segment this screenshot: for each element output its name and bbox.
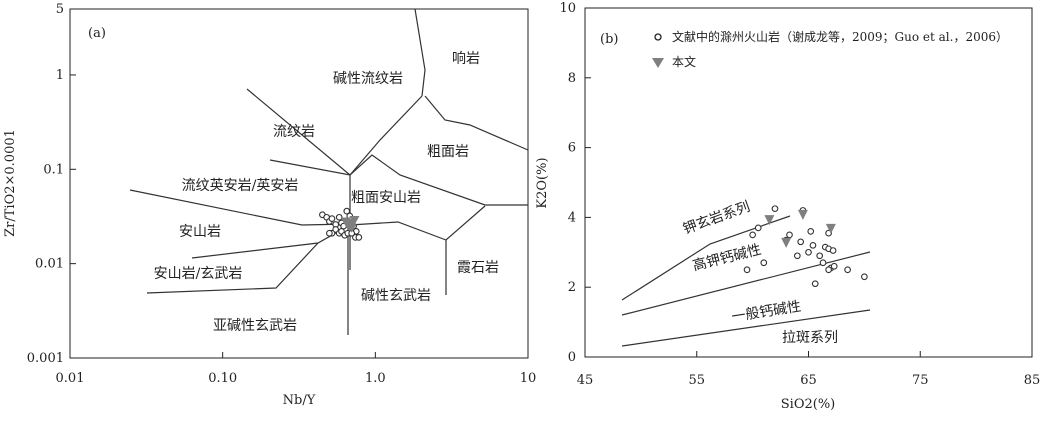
- panel-a-axis-ticks: 0.01 0.10 1.0 10 0.001 0.01 0.1 1 5: [27, 2, 536, 386]
- panel-a-x-tick-label: 10: [520, 371, 537, 386]
- panel-a-field-label: 安山岩/玄武岩: [154, 265, 243, 282]
- panel-b-open-circle-point: [825, 266, 832, 274]
- panel-b-frame: [584, 7, 1033, 358]
- panel-b-y-tick-label: 4: [568, 210, 576, 225]
- panel-b-open-circle-point: [749, 231, 756, 239]
- panel-b-legend: 文献中的滁州火山岩（谢成龙等，2009；Guo et al.，2006） 本文: [652, 29, 1008, 69]
- boundary-line: [191, 205, 486, 259]
- legend-triangle-marker: [652, 58, 664, 68]
- panel-b-open-circle-point: [743, 266, 751, 274]
- panel-a: 0.01 0.10 1.0 10 0.001 0.01 0.1 1 5 碱性流纹岩 响岩流纹岩粗面…: [3, 2, 536, 408]
- panel-a-y-tick-label: 0.1: [43, 162, 64, 177]
- boundary-line: [146, 242, 319, 294]
- panel-b-y-tick-label: 10: [559, 1, 576, 16]
- panel-a-x-tick-label: 0.01: [56, 371, 85, 386]
- panel-b-series-boundaries: [621, 215, 871, 347]
- boundary-line: [414, 8, 426, 97]
- panel-b-triangle-point: [764, 215, 775, 226]
- panel-a-field-label: 粗面岩: [427, 144, 469, 160]
- panel-b-xlabel: SiO2(%): [781, 397, 836, 412]
- panel-b-field-label: 拉斑系列: [782, 330, 838, 346]
- panel-a-y-tick-label: 1: [56, 68, 64, 83]
- panel-a-open-circle-point: [326, 229, 333, 237]
- panel-b-x-tick-label: 65: [800, 373, 817, 388]
- panel-a-field-label: 碱性玄武岩: [361, 287, 431, 304]
- panel-b-x-tick-label: 45: [577, 373, 594, 388]
- panel-a-open-circle-point: [355, 233, 363, 241]
- panel-b-triangle-point: [797, 209, 808, 220]
- panel-b-open-circle-point: [816, 252, 824, 260]
- boundary-line: [621, 251, 871, 316]
- panel-a-frame: [69, 8, 529, 359]
- panel-a-field-label: 流纹英安岩/英安岩: [182, 177, 299, 194]
- boundary-line: [349, 95, 423, 176]
- legend-entry-this-study: 本文: [672, 54, 696, 69]
- panel-b-open-circle-point: [829, 247, 837, 254]
- panel-b-triangle-point: [781, 237, 792, 248]
- boundary-line: [269, 154, 528, 206]
- panel-a-field-label: 响岩: [452, 51, 480, 67]
- panel-a-field-label: 亚碱性玄武岩: [213, 317, 297, 334]
- panel-b-open-circle-point: [771, 205, 779, 213]
- panel-a-y-tick-label: 5: [56, 2, 64, 17]
- boundary-line: [246, 88, 351, 176]
- panel-b-label: (b): [600, 32, 618, 47]
- panel-b-open-circle-point: [786, 231, 793, 239]
- boundary-line: [621, 309, 871, 347]
- panel-b-ylabel: K2O(%): [535, 157, 550, 208]
- panel-b-open-circle-point: [805, 248, 812, 256]
- panel-a-field-label: 碱性流纹岩: [333, 71, 403, 87]
- panel-b-data-points: [743, 205, 868, 288]
- panel-a-x-tick-label: 0.10: [208, 371, 237, 386]
- panel-b-open-circle-point: [793, 252, 801, 260]
- panel-a-y-tick-label: 0.001: [27, 351, 64, 366]
- panel-a-triangle-point: [342, 220, 353, 230]
- panel-b-axis-ticks: 45 55 65 75 85 0 2 4 6 8 10: [559, 1, 1040, 388]
- legend-entry-literature: 文献中的滁州火山岩（谢成龙等，2009；Guo et al.，2006）: [672, 29, 1008, 44]
- panel-b-open-circle-point: [819, 259, 827, 267]
- panel-a-xlabel: Nb/Y: [283, 393, 316, 408]
- boundary-line: [621, 215, 791, 301]
- legend-open-circle-marker: [654, 33, 662, 41]
- panel-b-field-label: 高钾钙碱性: [691, 241, 763, 274]
- panel-b-open-circle-point: [809, 241, 817, 249]
- boundary-line: [424, 95, 529, 151]
- panel-a-field-label: 霞石岩: [457, 260, 499, 276]
- panel-b-field-label: 钾玄岩系列: [681, 198, 753, 238]
- panel-b-y-tick-label: 0: [568, 350, 576, 365]
- panel-b-open-circle-point: [830, 262, 838, 270]
- panel-b-x-tick-label: 55: [688, 373, 705, 388]
- panel-a-open-circle-point: [343, 207, 351, 215]
- panel-a-x-tick-label: 1.0: [365, 371, 386, 386]
- panel-a-field-label: 流纹岩: [273, 124, 315, 140]
- boundary-line: [129, 189, 351, 226]
- panel-b-y-tick-label: 8: [568, 71, 576, 86]
- panel-b-x-tick-label: 85: [1024, 373, 1041, 388]
- panel-b-y-tick-label: 2: [568, 280, 576, 295]
- panel-b-x-tick-label: 75: [912, 373, 929, 388]
- panel-b-open-circle-point: [797, 238, 805, 246]
- panel-a-ylabel: Zr/TiO2×0.0001: [3, 129, 18, 237]
- panel-a-field-label: 粗面安山岩: [351, 190, 421, 206]
- panel-b-open-circle-point: [807, 228, 815, 235]
- panel-a-y-tick-label: 0.01: [35, 257, 64, 272]
- panel-a-open-circle-point: [328, 215, 336, 222]
- panel-b-open-circle-point: [754, 224, 762, 232]
- panel-a-field-label: 安山岩: [179, 224, 221, 240]
- panel-b-open-circle-point: [760, 259, 768, 267]
- panel-b-open-circle-point: [861, 273, 868, 281]
- panel-a-open-circle-point: [335, 213, 343, 221]
- panel-b-open-circle-point: [844, 266, 851, 274]
- panel-a-triangle-point: [349, 216, 360, 226]
- panel-a-label: (a): [88, 26, 106, 41]
- panel-b-open-circle-point: [811, 280, 819, 288]
- panel-a-data-points: [319, 207, 363, 241]
- panel-b-triangle-point: [825, 223, 836, 234]
- panel-b-y-tick-label: 6: [568, 141, 576, 156]
